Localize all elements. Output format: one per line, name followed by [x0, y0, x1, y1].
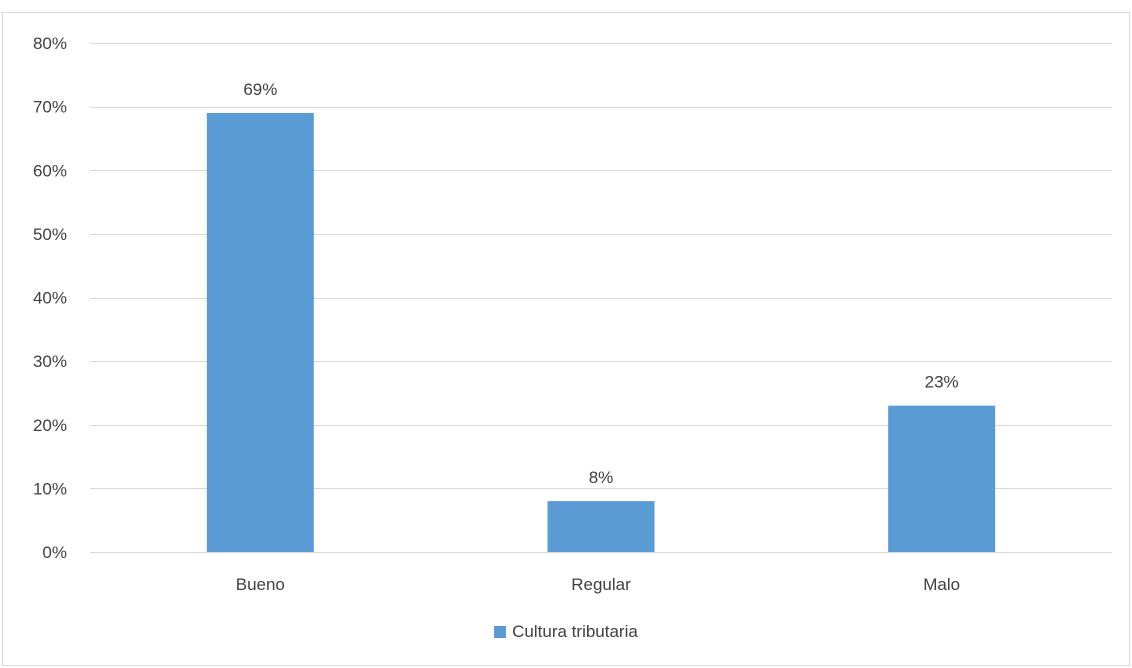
x-tick-label: Regular — [571, 575, 631, 594]
y-tick-label: 60% — [33, 161, 67, 180]
y-tick-label: 40% — [33, 289, 67, 308]
bar-bueno — [206, 112, 314, 553]
y-tick-label: 0% — [42, 543, 67, 562]
x-tick-label: Malo — [923, 575, 960, 594]
data-label: 69% — [243, 80, 277, 99]
chart-legend: Cultura tributaria — [0, 621, 1132, 643]
y-tick-label: 80% — [33, 34, 67, 53]
x-tick-label: Bueno — [236, 575, 285, 594]
legend-swatch — [494, 626, 507, 638]
y-tick-label: 50% — [33, 225, 67, 244]
data-label: 23% — [925, 373, 959, 392]
bar-malo — [888, 405, 996, 552]
y-tick-label: 20% — [33, 416, 67, 435]
chart-container — [2, 12, 1130, 666]
y-tick-label: 10% — [33, 479, 67, 498]
y-tick-label: 30% — [33, 352, 67, 371]
legend-label: Cultura tributaria — [512, 622, 638, 641]
y-tick-label: 70% — [33, 98, 67, 117]
bar-regular — [547, 501, 655, 552]
data-label: 8% — [589, 468, 614, 487]
